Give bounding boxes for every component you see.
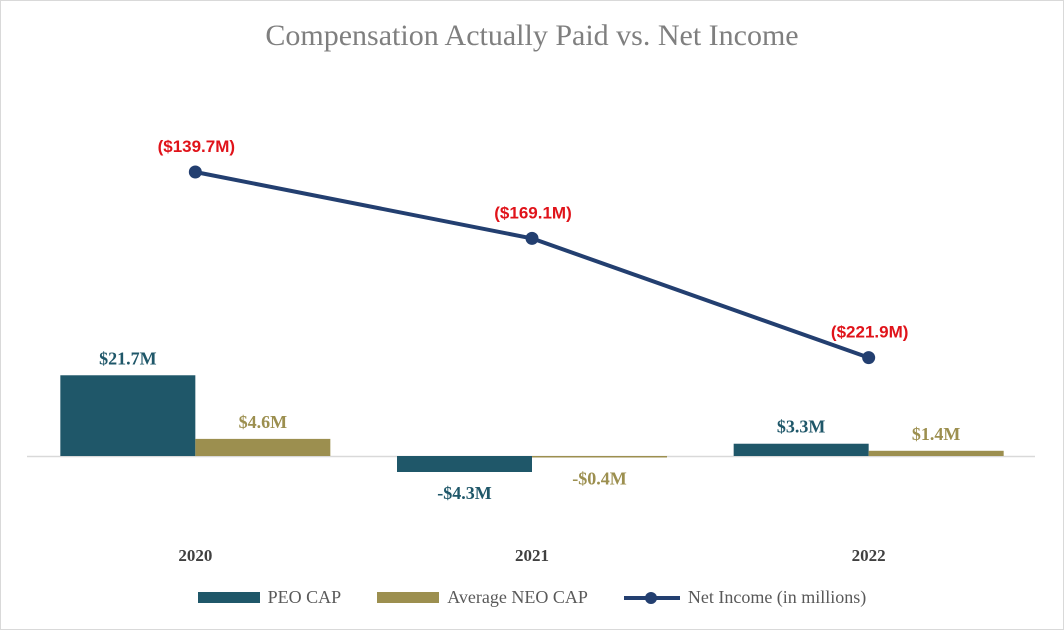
bar-label-average-neo-cap-2020: $4.6M — [239, 412, 288, 432]
bar-peo-cap-2022 — [733, 443, 869, 456]
bar-peo-cap-2021 — [397, 456, 532, 472]
bar-label-average-neo-cap-2021: -$0.4M — [572, 468, 626, 488]
legend-item-net-income: Net Income (in millions) — [623, 587, 867, 608]
legend-label-peo-cap: PEO CAP — [267, 587, 342, 607]
chart-plot-area: $21.7M $4.6M 2020 -$4.3M -$0.4M 2021 $3.3M $1.4… — [27, 137, 1035, 565]
point-net-income-2020 — [188, 165, 202, 179]
category-label-2022: 2022 — [852, 546, 886, 565]
bar-label-peo-cap-2021: -$4.3M — [437, 483, 491, 503]
legend-item-peo-cap: PEO CAP — [197, 587, 342, 608]
bar-average-neo-cap-2020 — [195, 438, 331, 456]
line-net-income — [194, 170, 870, 360]
bar-label-peo-cap-2022: $3.3M — [777, 417, 826, 437]
legend-label-average-neo-cap: Average NEO CAP — [447, 587, 588, 607]
point-net-income-2021 — [525, 231, 539, 245]
legend-line-net-income — [623, 591, 680, 605]
bar-average-neo-cap-2021 — [532, 456, 667, 458]
bar-peo-cap-2020 — [60, 375, 196, 456]
legend-swatch-peo-cap — [197, 592, 260, 603]
bar-average-neo-cap-2022 — [868, 450, 1004, 456]
data-label-net-income-2021: ($169.1M) — [494, 203, 571, 222]
data-label-net-income-2020: ($139.7M) — [158, 137, 235, 156]
category-label-2020: 2020 — [178, 546, 212, 565]
point-net-income-2022 — [862, 351, 876, 365]
category-label-2021: 2021 — [515, 546, 549, 565]
bar-label-average-neo-cap-2022: $1.4M — [912, 424, 961, 444]
bar-label-peo-cap-2020: $21.7M — [99, 348, 157, 368]
chart-title: Compensation Actually Paid vs. Net Incom… — [265, 19, 799, 52]
legend-item-average-neo-cap: Average NEO CAP — [377, 587, 588, 608]
data-label-net-income-2022: ($221.9M) — [831, 323, 908, 342]
chart-legend: PEO CAP Average NEO CAP Net Income (in m… — [1, 587, 1063, 608]
legend-label-net-income: Net Income (in millions) — [687, 587, 867, 607]
legend-swatch-average-neo-cap — [377, 592, 440, 603]
